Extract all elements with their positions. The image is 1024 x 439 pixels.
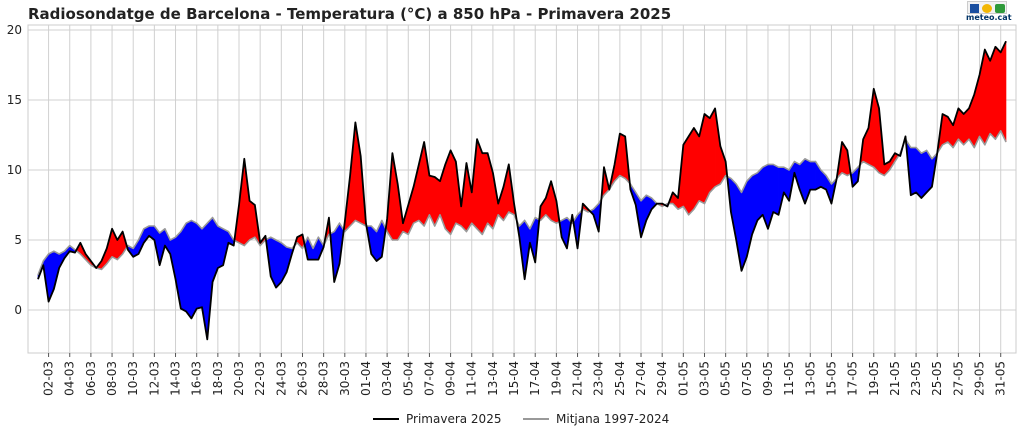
logo-sun-icon [982, 4, 992, 13]
anomaly-below-area [185, 219, 192, 320]
x-tick-label: 05-05 [719, 361, 733, 396]
x-tick-label: 07-05 [740, 361, 754, 396]
x-tick-label: 21-04 [571, 361, 585, 396]
anomaly-above-area [995, 46, 1002, 141]
x-tick-label: 14-03 [169, 361, 183, 396]
anomaly-below-area [757, 166, 763, 222]
x-tick-label: 19-04 [549, 361, 563, 396]
x-tick-label: 18-03 [211, 361, 225, 396]
anomaly-above-area [704, 113, 711, 204]
x-tick-label: 11-05 [782, 361, 796, 396]
anomaly-fill-layer [37, 41, 1007, 340]
x-tick-label: 26-03 [295, 361, 309, 396]
logo-text: meteo.cat [966, 13, 1012, 22]
axis-layer: 0 5 10 15 20 02-03 04-03 06-03 08-03 10-03 12-03 14… [7, 23, 1008, 396]
x-tick-label: 27-05 [951, 361, 965, 396]
anomaly-above-area [709, 108, 716, 194]
series-line-layer [37, 40, 1007, 341]
chart-title: Radiosondatge de Barcelona - Temperatura… [28, 5, 672, 23]
x-tick-label: 28-03 [317, 361, 331, 396]
x-tick-label: 13-04 [486, 361, 500, 396]
anomaly-below-area [275, 239, 282, 289]
x-tick-label: 08-03 [105, 361, 119, 396]
anomaly-below-area [809, 161, 816, 190]
x-tick-label: 04-03 [63, 361, 77, 396]
legend: Primavera 2025 Mitjana 1997-2024 [373, 412, 669, 426]
anomaly-above-area [450, 150, 457, 235]
anomaly-below-area [191, 219, 197, 319]
anomaly-below-area [217, 225, 224, 269]
anomaly-below-area [910, 147, 917, 196]
x-tick-label: 29-05 [973, 361, 987, 396]
plot-frame [27, 24, 1017, 354]
x-tick-label: 09-05 [761, 361, 775, 396]
x-tick-label: 01-05 [676, 361, 690, 396]
x-tick-label: 09-04 [444, 361, 458, 396]
x-tick-label: 15-04 [507, 361, 521, 396]
meteocat-logo: meteo.cat [966, 0, 1012, 25]
y-tick-label: 20 [7, 23, 22, 37]
anomaly-above-area [1000, 41, 1007, 143]
grid-layer [27, 24, 1017, 354]
legend-label-mitjana: Mitjana 1997-2024 [556, 412, 669, 426]
x-tick-label: 25-05 [930, 361, 944, 396]
logo-flag-icon [970, 4, 979, 13]
anomaly-above-area [984, 49, 991, 145]
x-tick-label: 03-04 [380, 361, 394, 396]
x-tick-label: 11-04 [465, 361, 479, 396]
anomaly-above-area [693, 126, 700, 211]
y-tick-label: 15 [7, 93, 22, 107]
x-tick-label: 01-04 [359, 361, 373, 396]
x-tick-label: 30-03 [338, 361, 352, 396]
x-tick-label: 21-05 [888, 361, 902, 396]
anomaly-below-area [180, 222, 187, 312]
logo-strip [967, 1, 1007, 14]
series-line-mitjana [37, 130, 1007, 276]
x-tick-label: 19-05 [867, 361, 881, 396]
x-tick-label: 07-04 [422, 361, 436, 396]
x-tick-label: 05-04 [401, 361, 415, 396]
logo-leaf-icon [995, 4, 1005, 13]
x-tick-label: 23-04 [592, 361, 606, 396]
x-tick-label: 16-03 [190, 361, 204, 396]
series-line-primavera-2025 [37, 40, 1007, 341]
anomaly-above-area [429, 175, 436, 227]
anomaly-below-area [196, 222, 203, 309]
anomaly-above-area [249, 200, 256, 241]
x-tick-label: 27-04 [634, 361, 648, 396]
x-tick-label: 22-03 [253, 361, 267, 396]
x-tick-label: 06-03 [84, 361, 98, 396]
anomaly-above-area [619, 133, 626, 179]
x-tick-label: 23-05 [909, 361, 923, 396]
y-tick-label: 5 [14, 233, 22, 247]
x-tick-label: 10-03 [126, 361, 140, 396]
x-tick-label: 15-05 [824, 361, 838, 396]
x-tick-label: 29-04 [655, 361, 669, 396]
x-tick-label: 17-04 [528, 361, 542, 396]
anomaly-above-area [683, 135, 689, 216]
legend-label-primavera-2025: Primavera 2025 [406, 412, 501, 426]
x-tick-label: 20-03 [232, 361, 246, 396]
x-tick-label: 13-05 [803, 361, 817, 396]
anomaly-above-area [942, 113, 949, 146]
y-tick-label: 0 [14, 303, 22, 317]
anomaly-above-area [482, 152, 488, 235]
x-tick-label: 12-03 [147, 361, 161, 396]
x-tick-label: 02-03 [42, 361, 56, 396]
anomaly-below-area [772, 163, 779, 216]
y-tick-label: 10 [7, 163, 22, 177]
anomaly-below-area [915, 146, 922, 199]
x-tick-label: 17-05 [846, 361, 860, 396]
x-tick-label: 25-04 [613, 361, 627, 396]
x-tick-label: 24-03 [274, 361, 288, 396]
x-tick-label: 03-05 [697, 361, 711, 396]
x-tick-label: 31-05 [994, 361, 1008, 396]
anomaly-below-area [921, 149, 927, 199]
anomaly-above-area [688, 126, 695, 216]
